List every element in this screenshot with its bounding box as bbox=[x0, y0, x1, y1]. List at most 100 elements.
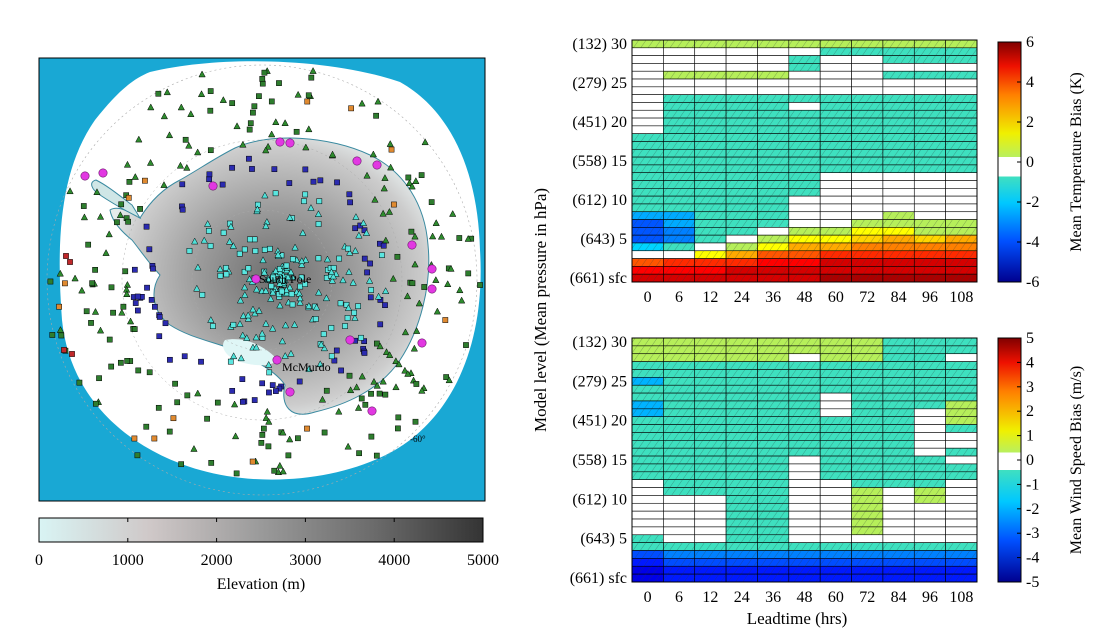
station-triangle bbox=[464, 234, 472, 242]
significance-hatch bbox=[788, 550, 821, 559]
significance-hatch bbox=[726, 558, 758, 567]
significance-hatch bbox=[694, 432, 727, 441]
heatmap-cell bbox=[819, 526, 852, 536]
significance-hatch bbox=[632, 164, 664, 173]
heatmap-cell bbox=[882, 495, 915, 504]
significance-hatch bbox=[820, 542, 852, 551]
heatmap-cell bbox=[663, 495, 696, 504]
station-triangle bbox=[381, 174, 389, 181]
station-square bbox=[114, 219, 120, 226]
significance-hatch bbox=[757, 558, 789, 567]
significance-hatch bbox=[945, 558, 977, 567]
heatmap-cell bbox=[631, 479, 664, 488]
station-triangle bbox=[265, 417, 273, 425]
y-tick-label: (451) 20 bbox=[572, 413, 627, 430]
significance-hatch bbox=[788, 369, 821, 378]
significance-hatch bbox=[914, 345, 946, 354]
significance-hatch bbox=[882, 393, 915, 401]
colorbar-tick-label: 6 bbox=[1026, 34, 1034, 51]
significance-hatch bbox=[757, 40, 789, 48]
significance-hatch bbox=[694, 71, 727, 80]
station-square bbox=[328, 353, 335, 360]
radiosonde-station bbox=[285, 387, 295, 397]
heatmap-cell bbox=[882, 172, 915, 181]
significance-hatch bbox=[882, 456, 915, 464]
significance-hatch bbox=[757, 369, 789, 378]
x-tick-label: 60 bbox=[828, 589, 844, 606]
station-triangle bbox=[286, 213, 294, 221]
significance-hatch bbox=[757, 361, 789, 370]
station-square bbox=[289, 301, 296, 308]
station-square bbox=[143, 423, 150, 430]
significance-hatch bbox=[788, 180, 821, 189]
station-triangle bbox=[262, 222, 270, 230]
heatmap-cell bbox=[819, 518, 852, 528]
significance-hatch bbox=[694, 250, 727, 259]
station-square bbox=[302, 281, 308, 287]
significance-hatch bbox=[632, 456, 664, 464]
significance-hatch bbox=[757, 495, 789, 504]
station-square bbox=[110, 309, 116, 316]
significance-hatch bbox=[694, 345, 727, 354]
station-triangle bbox=[318, 395, 327, 403]
x-tick-label: 24 bbox=[734, 289, 750, 306]
significance-hatch bbox=[663, 196, 695, 204]
station-triangle bbox=[276, 268, 284, 276]
station-square bbox=[117, 359, 124, 366]
significance-hatch bbox=[945, 71, 977, 80]
station-square bbox=[120, 303, 127, 310]
station-triangle bbox=[314, 210, 323, 217]
station-square bbox=[134, 452, 141, 459]
significance-hatch bbox=[945, 227, 977, 236]
significance-hatch bbox=[663, 258, 695, 267]
heatmap-cell bbox=[882, 487, 915, 496]
station-triangle bbox=[305, 302, 313, 309]
station-triangle bbox=[105, 230, 113, 238]
significance-hatch bbox=[632, 274, 664, 282]
wind-colorbar-label: Mean Wind Speed Bias (m/s) bbox=[1068, 366, 1085, 554]
significance-hatch bbox=[757, 258, 789, 267]
station-triangle bbox=[227, 222, 235, 230]
significance-hatch bbox=[694, 377, 727, 386]
significance-hatch bbox=[632, 353, 664, 362]
significance-hatch bbox=[726, 566, 758, 575]
heatmap-cell bbox=[694, 55, 727, 64]
station-square bbox=[259, 76, 266, 82]
heatmap-cell bbox=[882, 502, 915, 512]
elevation-tick-label: 0 bbox=[35, 552, 43, 569]
significance-hatch bbox=[726, 110, 758, 119]
significance-hatch bbox=[820, 377, 852, 386]
significance-hatch bbox=[726, 377, 758, 386]
station-triangle bbox=[369, 150, 377, 158]
colorbar-tick-label: 1 bbox=[1026, 428, 1034, 445]
heatmap-cell bbox=[913, 416, 946, 425]
station-triangle bbox=[392, 383, 400, 391]
significance-hatch bbox=[820, 338, 852, 346]
significance-hatch bbox=[726, 353, 758, 362]
station-triangle bbox=[302, 256, 310, 263]
station-triangle bbox=[379, 209, 387, 217]
heatmap-cell bbox=[851, 211, 884, 220]
station-square bbox=[219, 181, 226, 188]
significance-hatch bbox=[788, 385, 821, 394]
station-square bbox=[382, 391, 389, 398]
elevation-tick-label: 4000 bbox=[378, 552, 410, 569]
significance-hatch bbox=[726, 102, 758, 111]
significance-hatch bbox=[757, 118, 789, 126]
station-triangle bbox=[346, 386, 355, 394]
significance-hatch bbox=[788, 250, 821, 259]
significance-hatch bbox=[694, 203, 727, 212]
station-square bbox=[463, 342, 469, 348]
significance-hatch bbox=[726, 164, 758, 173]
heatmap-cell bbox=[631, 86, 664, 95]
heatmap-cell bbox=[819, 502, 852, 512]
heatmap-frame bbox=[631, 39, 978, 283]
significance-hatch bbox=[945, 338, 977, 346]
significance-hatch bbox=[788, 188, 821, 197]
significance-hatch bbox=[851, 164, 883, 173]
x-tick-label: 12 bbox=[702, 589, 718, 606]
station-triangle bbox=[255, 306, 263, 314]
station-square bbox=[58, 332, 65, 339]
station-triangle bbox=[286, 435, 294, 443]
significance-hatch bbox=[851, 345, 883, 354]
